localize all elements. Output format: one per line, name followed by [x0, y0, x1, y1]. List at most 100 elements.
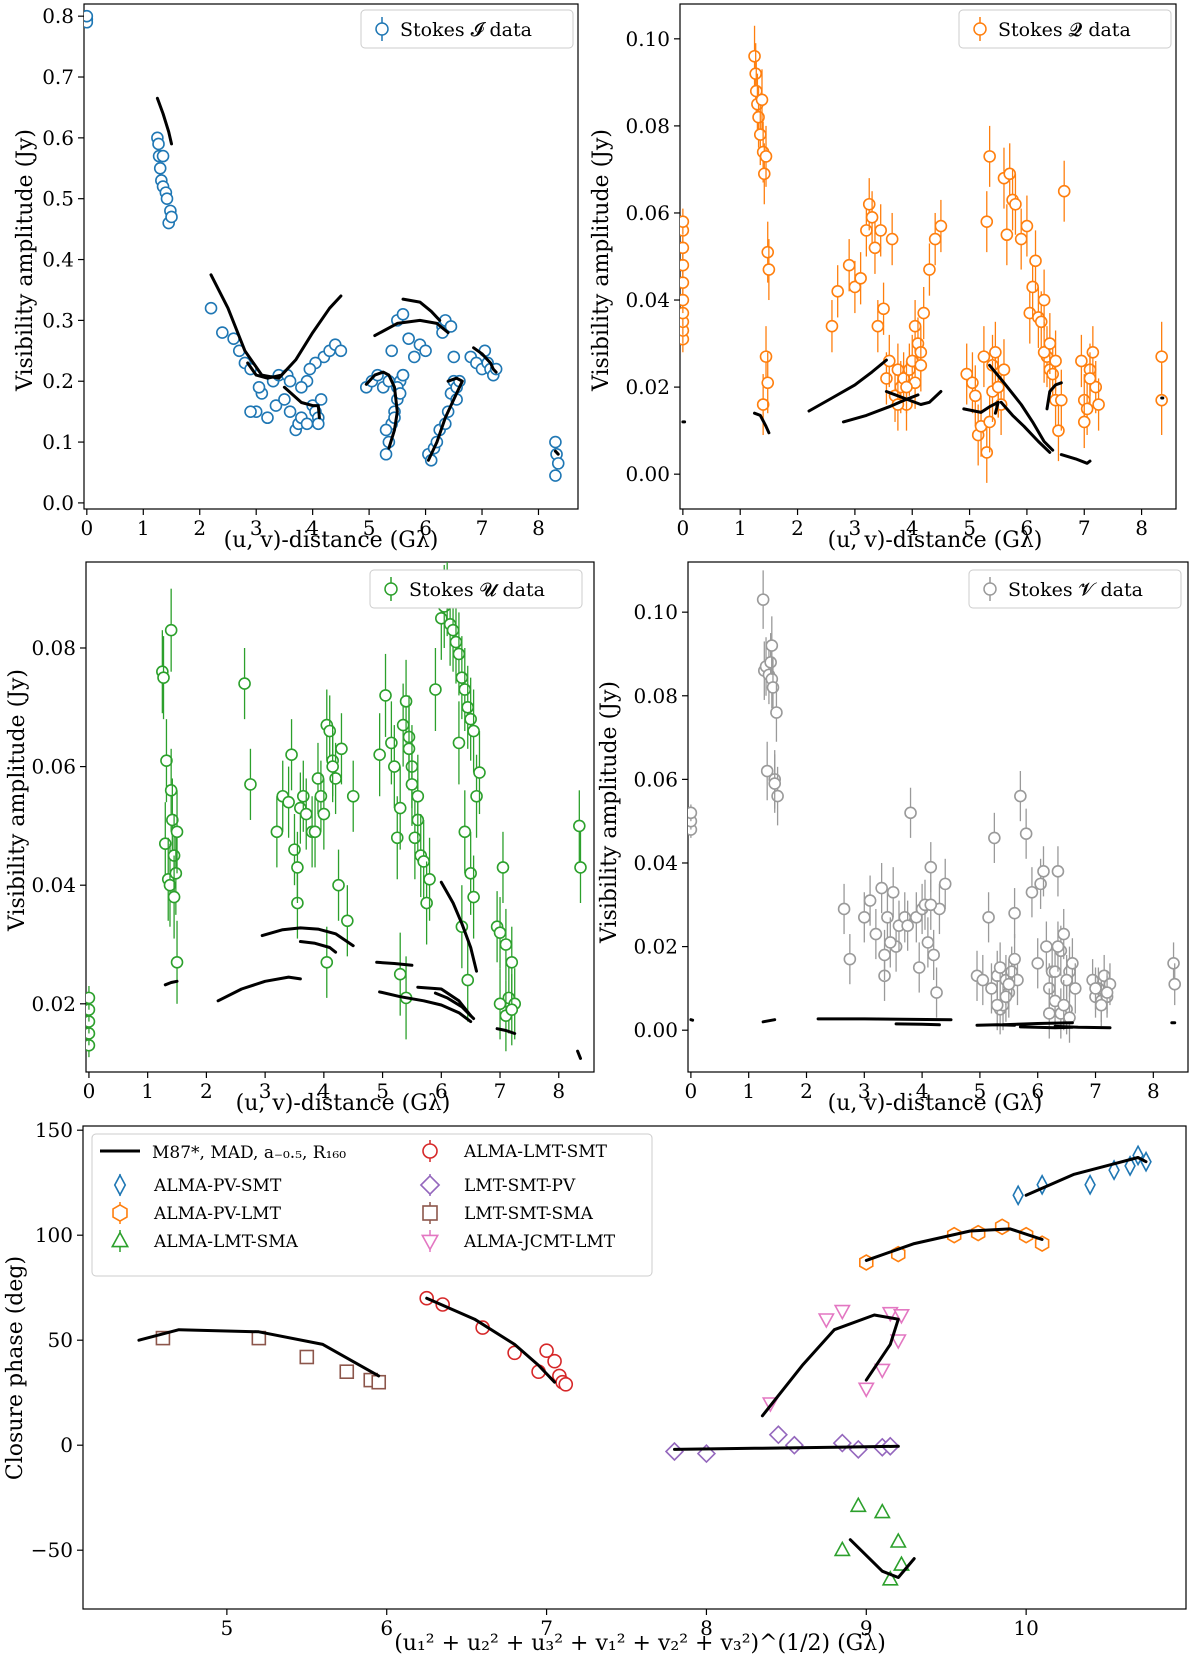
xlabel-stokes-u: (u, v)-distance (Gλ) — [236, 1091, 451, 1116]
data-point — [269, 399, 283, 412]
ylabel-stokes-v: Visibility amplitude (Jy) — [597, 681, 622, 944]
data-point — [300, 417, 314, 431]
data-point — [938, 877, 952, 891]
y-tick-label: 0.10 — [625, 27, 670, 51]
data-point — [373, 748, 386, 762]
x-tick-label: 2 — [193, 516, 206, 540]
data-point — [997, 363, 1011, 376]
legend-marker-icon — [113, 1173, 127, 1197]
data-point — [282, 795, 295, 809]
data-point — [326, 760, 339, 773]
data-point — [759, 350, 773, 363]
x-tick-label: 7 — [1089, 1079, 1102, 1103]
legend-label: Stokes 𝓘 data — [400, 19, 532, 41]
data-point — [1051, 940, 1065, 953]
data-point — [261, 411, 274, 425]
data-point — [825, 319, 839, 333]
data-point — [396, 308, 410, 321]
data-point — [153, 161, 167, 175]
data-point — [869, 927, 883, 941]
data-point — [871, 319, 885, 333]
axes-frame — [679, 3, 1177, 510]
model-curve — [439, 880, 478, 973]
model-curve — [401, 297, 442, 322]
y-tick-label: 0.1 — [42, 430, 74, 454]
data-point — [680, 241, 690, 255]
data-point — [1037, 865, 1050, 878]
y-tick-label: 0.04 — [633, 851, 678, 875]
legend-marker-icon — [419, 1174, 441, 1196]
data-point — [296, 789, 310, 803]
data-point — [770, 706, 783, 719]
data-point — [1055, 393, 1068, 407]
x-tick-label: 2 — [200, 1079, 213, 1103]
data-point — [1026, 280, 1039, 294]
x-tick-label: 6 — [419, 516, 432, 540]
data-point — [1077, 415, 1091, 429]
data-point — [393, 967, 407, 981]
data-point — [444, 320, 458, 333]
legend-stokes-q: Stokes 𝓠 data — [958, 9, 1172, 49]
data-point — [1043, 337, 1057, 350]
model-curve — [216, 975, 302, 1003]
model-curve — [364, 370, 399, 450]
legend-marker-icon — [110, 1230, 130, 1248]
data-point — [881, 1570, 899, 1586]
data-point — [1092, 398, 1105, 411]
data-point — [1040, 940, 1053, 953]
x-tick-label: 8 — [532, 516, 545, 540]
data-point — [166, 813, 179, 827]
data-point — [966, 376, 979, 390]
data-point — [1049, 354, 1062, 368]
data-point — [379, 423, 393, 437]
data-point — [930, 986, 943, 999]
x-tick-label: 8 — [552, 1079, 565, 1103]
xlabel-stokes-q: (u, v)-distance (Gλ) — [828, 528, 1043, 553]
data-point — [493, 926, 507, 939]
data-point — [452, 736, 466, 750]
data-point — [408, 831, 422, 845]
plot-stokes-u: 0 1 2 3 4 5 6 7 8 0.02 0.04 0.06 0.08 — [31, 561, 595, 1103]
data-point — [860, 224, 873, 237]
data-point — [1155, 393, 1168, 407]
data-point — [1068, 982, 1082, 995]
data-point — [1057, 998, 1071, 1012]
data-point — [760, 764, 774, 778]
y-tick-label: 0.00 — [633, 1018, 678, 1042]
plot-closure-phase: 5 6 7 8 9 10 −50 0 50 100 150 — [31, 1118, 1187, 1640]
plot-stokes-i: 0 1 2 3 4 5 6 7 8 0.0 0.1 0.2 0.3 0.4 0.5 0.6 0.7 0.8 — [42, 3, 579, 540]
data-point — [875, 881, 888, 895]
data-point — [924, 860, 938, 874]
y-tick-label: 0.8 — [42, 4, 74, 28]
model-curve — [495, 1027, 517, 1035]
y-tick-label: −50 — [31, 1538, 73, 1562]
data-point — [388, 760, 401, 773]
data-point — [311, 772, 325, 785]
x-tick-label: 1 — [137, 516, 150, 540]
data-point — [493, 997, 507, 1011]
data-point — [1014, 232, 1028, 246]
model-curve — [848, 1538, 916, 1579]
data-point — [379, 689, 392, 702]
y-tick-label: 0.00 — [625, 462, 670, 486]
legend-entry-label: ALMA-LMT-SMT — [463, 1142, 608, 1162]
data-point — [1052, 424, 1065, 437]
data-point — [341, 914, 354, 928]
x-tick-label: 6 — [1021, 516, 1034, 540]
y-tick-label: 0.06 — [625, 201, 670, 225]
x-tick-label: 1 — [734, 516, 747, 540]
data-point — [244, 778, 257, 791]
legend-marker-icon — [375, 22, 389, 36]
data-point — [252, 381, 266, 394]
data-point — [817, 1313, 835, 1329]
data-point — [680, 258, 690, 272]
data-point — [1008, 952, 1021, 966]
data-point — [496, 861, 510, 874]
model-curve — [373, 318, 450, 338]
data-point — [446, 623, 460, 637]
data-point — [311, 417, 325, 431]
x-tick-label: 8 — [700, 1616, 713, 1640]
data-point — [464, 867, 477, 880]
data-point — [1057, 927, 1071, 941]
legend-entry-label: ALMA-JCMT-LMT — [463, 1232, 616, 1252]
